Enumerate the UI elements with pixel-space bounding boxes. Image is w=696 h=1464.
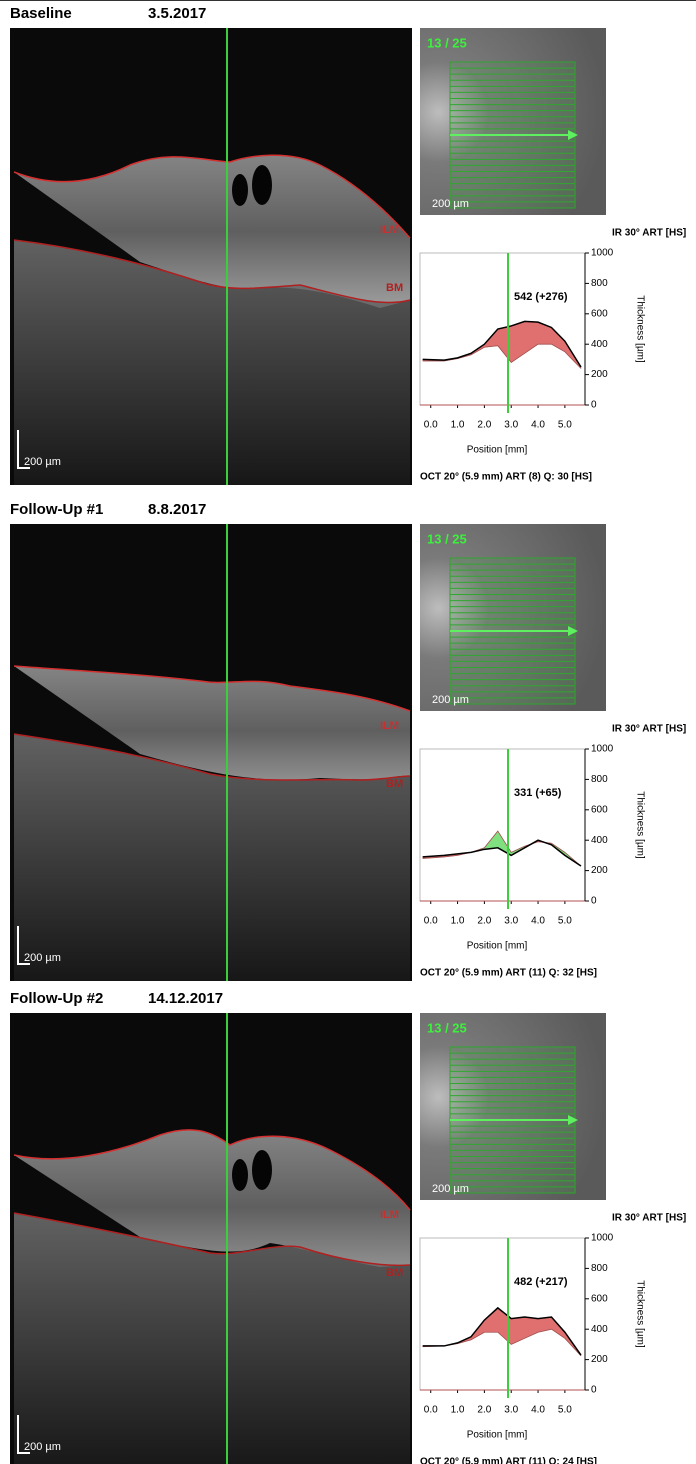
x-tick-label: 2.0 — [477, 916, 491, 927]
y-tick-label: 0 — [591, 1385, 597, 1396]
y-tick-label: 400 — [591, 1324, 608, 1335]
y-tick-label: 400 — [591, 339, 608, 350]
x-tick-label: 3.0 — [504, 916, 518, 927]
x-tick-label: 4.0 — [531, 1405, 545, 1416]
ir-label: IR 30° ART [HS] — [612, 724, 686, 735]
scan-count: 13 / 25 — [427, 531, 467, 546]
x-tick-label: 0.0 — [424, 420, 438, 431]
x-axis-label: Position [mm] — [467, 445, 528, 456]
ilm-label: ILM — [380, 720, 399, 732]
bm-label: BM — [386, 1267, 403, 1279]
y-tick-label: 800 — [591, 1263, 608, 1274]
y-tick-label: 600 — [591, 1293, 608, 1304]
ilm-label: ILM — [380, 1209, 399, 1221]
y-axis-label: Thickness [µm] — [634, 295, 645, 363]
ir-label: IR 30° ART [HS] — [612, 1213, 686, 1224]
y-tick-label: 800 — [591, 278, 608, 289]
y-axis-label: Thickness [µm] — [634, 1280, 645, 1348]
footer: OCT 20° (5.9 mm) ART (8) Q: 30 [HS] — [420, 472, 592, 483]
x-tick-label: 3.0 — [504, 420, 518, 431]
x-axis-label: Position [mm] — [467, 1430, 528, 1441]
oct-scale: 200 µm — [24, 952, 61, 964]
y-tick-label: 600 — [591, 804, 608, 815]
cyst — [252, 1150, 272, 1190]
panel-date: 3.5.2017 — [148, 5, 206, 22]
x-tick-label: 5.0 — [558, 916, 572, 927]
fundus-scale: 200 µm — [432, 1183, 469, 1195]
y-tick-label: 200 — [591, 369, 608, 380]
oct-scale: 200 µm — [24, 1441, 61, 1453]
cyst — [232, 1159, 248, 1191]
x-tick-label: 1.0 — [451, 420, 465, 431]
y-tick-label: 800 — [591, 774, 608, 785]
bm-label: BM — [386, 778, 403, 790]
oct-scale: 200 µm — [24, 456, 61, 468]
y-axis-label: Thickness [µm] — [634, 791, 645, 859]
x-tick-label: 0.0 — [424, 1405, 438, 1416]
y-tick-label: 200 — [591, 865, 608, 876]
footer: OCT 20° (5.9 mm) ART (11) Q: 32 [HS] — [420, 968, 597, 979]
panel-title: Follow-Up #2 — [10, 990, 103, 1007]
x-tick-label: 3.0 — [504, 1405, 518, 1416]
x-tick-label: 4.0 — [531, 916, 545, 927]
x-tick-label: 4.0 — [531, 420, 545, 431]
y-tick-label: 400 — [591, 835, 608, 846]
ir-label: IR 30° ART [HS] — [612, 228, 686, 239]
y-tick-label: 1000 — [591, 744, 614, 755]
cursor-value: 331 (+65) — [514, 787, 562, 799]
y-tick-label: 600 — [591, 308, 608, 319]
panel: Follow-Up #1 8.8.2017 ILM BM 200 µm 13 / 25 20… — [10, 501, 686, 981]
y-tick-label: 1000 — [591, 248, 614, 259]
y-tick-label: 0 — [591, 896, 597, 907]
x-tick-label: 2.0 — [477, 1405, 491, 1416]
cursor-value: 482 (+217) — [514, 1276, 568, 1288]
panel-date: 14.12.2017 — [148, 990, 223, 1007]
x-tick-label: 0.0 — [424, 916, 438, 927]
x-tick-label: 1.0 — [451, 1405, 465, 1416]
cyst — [252, 165, 272, 205]
panel: Follow-Up #2 14.12.2017 ILM BM 200 µm 13 / 25… — [10, 990, 686, 1464]
panel-date: 8.8.2017 — [148, 501, 206, 518]
oct-report: Baseline 3.5.2017 ILM BM 200 µm 13 / 25 200 µm… — [0, 0, 696, 1464]
cyst — [232, 174, 248, 206]
x-axis-label: Position [mm] — [467, 941, 528, 952]
scan-count: 13 / 25 — [427, 35, 467, 50]
x-tick-label: 1.0 — [451, 916, 465, 927]
footer: OCT 20° (5.9 mm) ART (11) Q: 24 [HS] — [420, 1457, 597, 1464]
cursor-value: 542 (+276) — [514, 291, 568, 303]
panel: Baseline 3.5.2017 ILM BM 200 µm 13 / 25 200 µm… — [10, 5, 686, 485]
x-tick-label: 5.0 — [558, 1405, 572, 1416]
fundus-scale: 200 µm — [432, 694, 469, 706]
panel-title: Baseline — [10, 5, 72, 22]
x-tick-label: 2.0 — [477, 420, 491, 431]
plot-area — [420, 749, 585, 901]
y-tick-label: 200 — [591, 1354, 608, 1365]
fundus-scale: 200 µm — [432, 198, 469, 210]
scan-count: 13 / 25 — [427, 1020, 467, 1035]
ilm-label: ILM — [380, 224, 399, 236]
y-tick-label: 1000 — [591, 1233, 614, 1244]
bm-label: BM — [386, 282, 403, 294]
x-tick-label: 5.0 — [558, 420, 572, 431]
y-tick-label: 0 — [591, 400, 597, 411]
panel-title: Follow-Up #1 — [10, 501, 103, 518]
